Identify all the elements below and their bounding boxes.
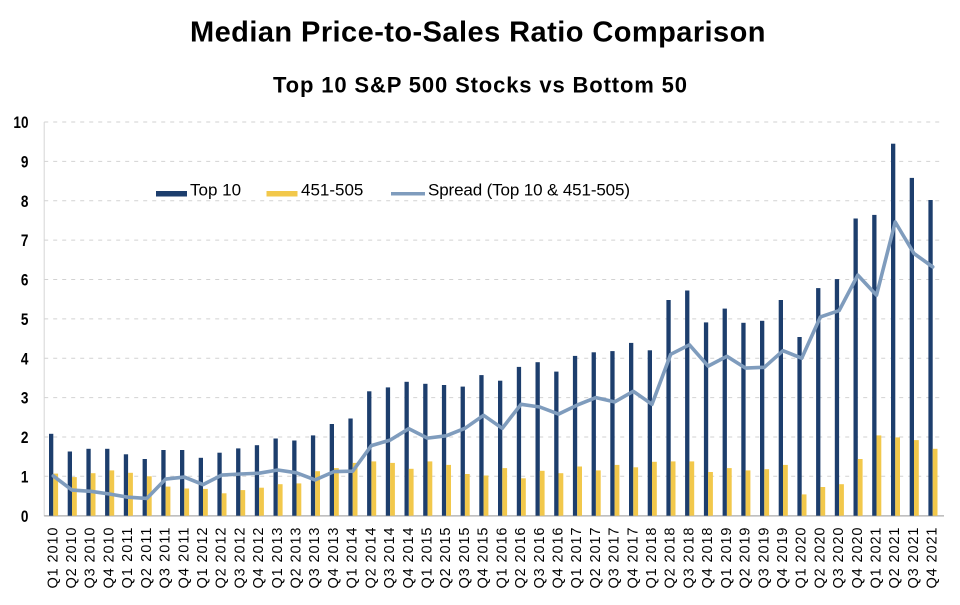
svg-text:Q3 2012: Q3 2012 (232, 528, 248, 589)
svg-text:Q3 2018: Q3 2018 (681, 528, 697, 589)
svg-text:Q4 2020: Q4 2020 (850, 528, 866, 589)
svg-text:Q2 2020: Q2 2020 (812, 528, 828, 589)
svg-text:5: 5 (21, 311, 29, 330)
svg-text:Q1 2012: Q1 2012 (195, 528, 211, 589)
svg-text:Q1 2011: Q1 2011 (120, 528, 136, 589)
svg-text:Q1 2020: Q1 2020 (794, 528, 810, 589)
svg-text:9: 9 (21, 153, 29, 172)
svg-text:Q2 2018: Q2 2018 (663, 528, 679, 589)
svg-text:Spread (Top 10 & 451-505): Spread (Top 10 & 451-505) (428, 181, 630, 200)
svg-text:Q4 2015: Q4 2015 (476, 528, 492, 589)
svg-text:8: 8 (21, 192, 29, 211)
svg-text:Q1 2014: Q1 2014 (345, 528, 361, 589)
svg-text:Q1 2015: Q1 2015 (420, 528, 436, 589)
svg-text:Q3 2015: Q3 2015 (457, 528, 473, 589)
svg-text:Q2 2017: Q2 2017 (588, 528, 604, 589)
svg-text:Q4 2021: Q4 2021 (925, 528, 941, 589)
svg-text:Q4 2013: Q4 2013 (326, 528, 342, 589)
svg-text:Q3 2021: Q3 2021 (906, 528, 922, 589)
svg-text:1: 1 (21, 468, 29, 487)
svg-text:Q3 2019: Q3 2019 (756, 528, 772, 589)
svg-text:Q3 2011: Q3 2011 (158, 528, 174, 589)
svg-text:Q4 2011: Q4 2011 (176, 528, 192, 589)
svg-text:Q1 2016: Q1 2016 (494, 528, 510, 589)
svg-text:Q2 2013: Q2 2013 (289, 528, 305, 589)
svg-text:Median Price-to-Sales Ratio C: Median Price-to-Sales Ratio Comparison (190, 17, 766, 49)
svg-text:0: 0 (21, 507, 29, 526)
svg-text:Q2 2015: Q2 2015 (438, 528, 454, 589)
svg-text:Q1 2013: Q1 2013 (270, 528, 286, 589)
svg-text:Q1 2017: Q1 2017 (569, 528, 585, 589)
svg-text:Q3 2010: Q3 2010 (83, 528, 99, 589)
svg-text:Q4 2019: Q4 2019 (775, 528, 791, 589)
svg-text:Q1 2021: Q1 2021 (869, 528, 885, 589)
svg-text:Q2 2010: Q2 2010 (64, 528, 80, 589)
svg-text:Q1 2019: Q1 2019 (719, 528, 735, 589)
svg-text:Q2 2011: Q2 2011 (139, 528, 155, 589)
svg-text:7: 7 (21, 232, 29, 251)
svg-text:Q1 2010: Q1 2010 (45, 528, 61, 589)
svg-text:Q4 2014: Q4 2014 (401, 528, 417, 589)
svg-text:Q1 2018: Q1 2018 (644, 528, 660, 589)
svg-text:Q3 2014: Q3 2014 (382, 528, 398, 589)
svg-text:Q2 2021: Q2 2021 (887, 528, 903, 589)
svg-text:Q3 2013: Q3 2013 (307, 528, 323, 589)
svg-text:Q2 2019: Q2 2019 (738, 528, 754, 589)
svg-text:Q2 2012: Q2 2012 (214, 528, 230, 589)
svg-text:Q4 2017: Q4 2017 (625, 528, 641, 589)
svg-text:3: 3 (21, 389, 29, 408)
svg-text:451-505: 451-505 (301, 181, 363, 200)
svg-text:Q3 2020: Q3 2020 (831, 528, 847, 589)
svg-text:2: 2 (21, 429, 29, 448)
svg-text:Q4 2012: Q4 2012 (251, 528, 267, 589)
svg-text:6: 6 (21, 271, 29, 290)
svg-text:Q4 2016: Q4 2016 (551, 528, 567, 589)
svg-text:Q2 2016: Q2 2016 (513, 528, 529, 589)
svg-text:Q4 2010: Q4 2010 (101, 528, 117, 589)
svg-text:Q4 2018: Q4 2018 (700, 528, 716, 589)
svg-text:Q2 2014: Q2 2014 (363, 528, 379, 589)
svg-text:Top 10 S&P 500 Stocks vs Botto: Top 10 S&P 500 Stocks vs Bottom 50 (273, 72, 687, 97)
svg-text:Q3 2016: Q3 2016 (532, 528, 548, 589)
svg-text:4: 4 (21, 350, 29, 369)
svg-text:10: 10 (13, 114, 28, 133)
svg-text:Top 10: Top 10 (190, 181, 241, 200)
svg-text:Q3 2017: Q3 2017 (607, 528, 623, 589)
